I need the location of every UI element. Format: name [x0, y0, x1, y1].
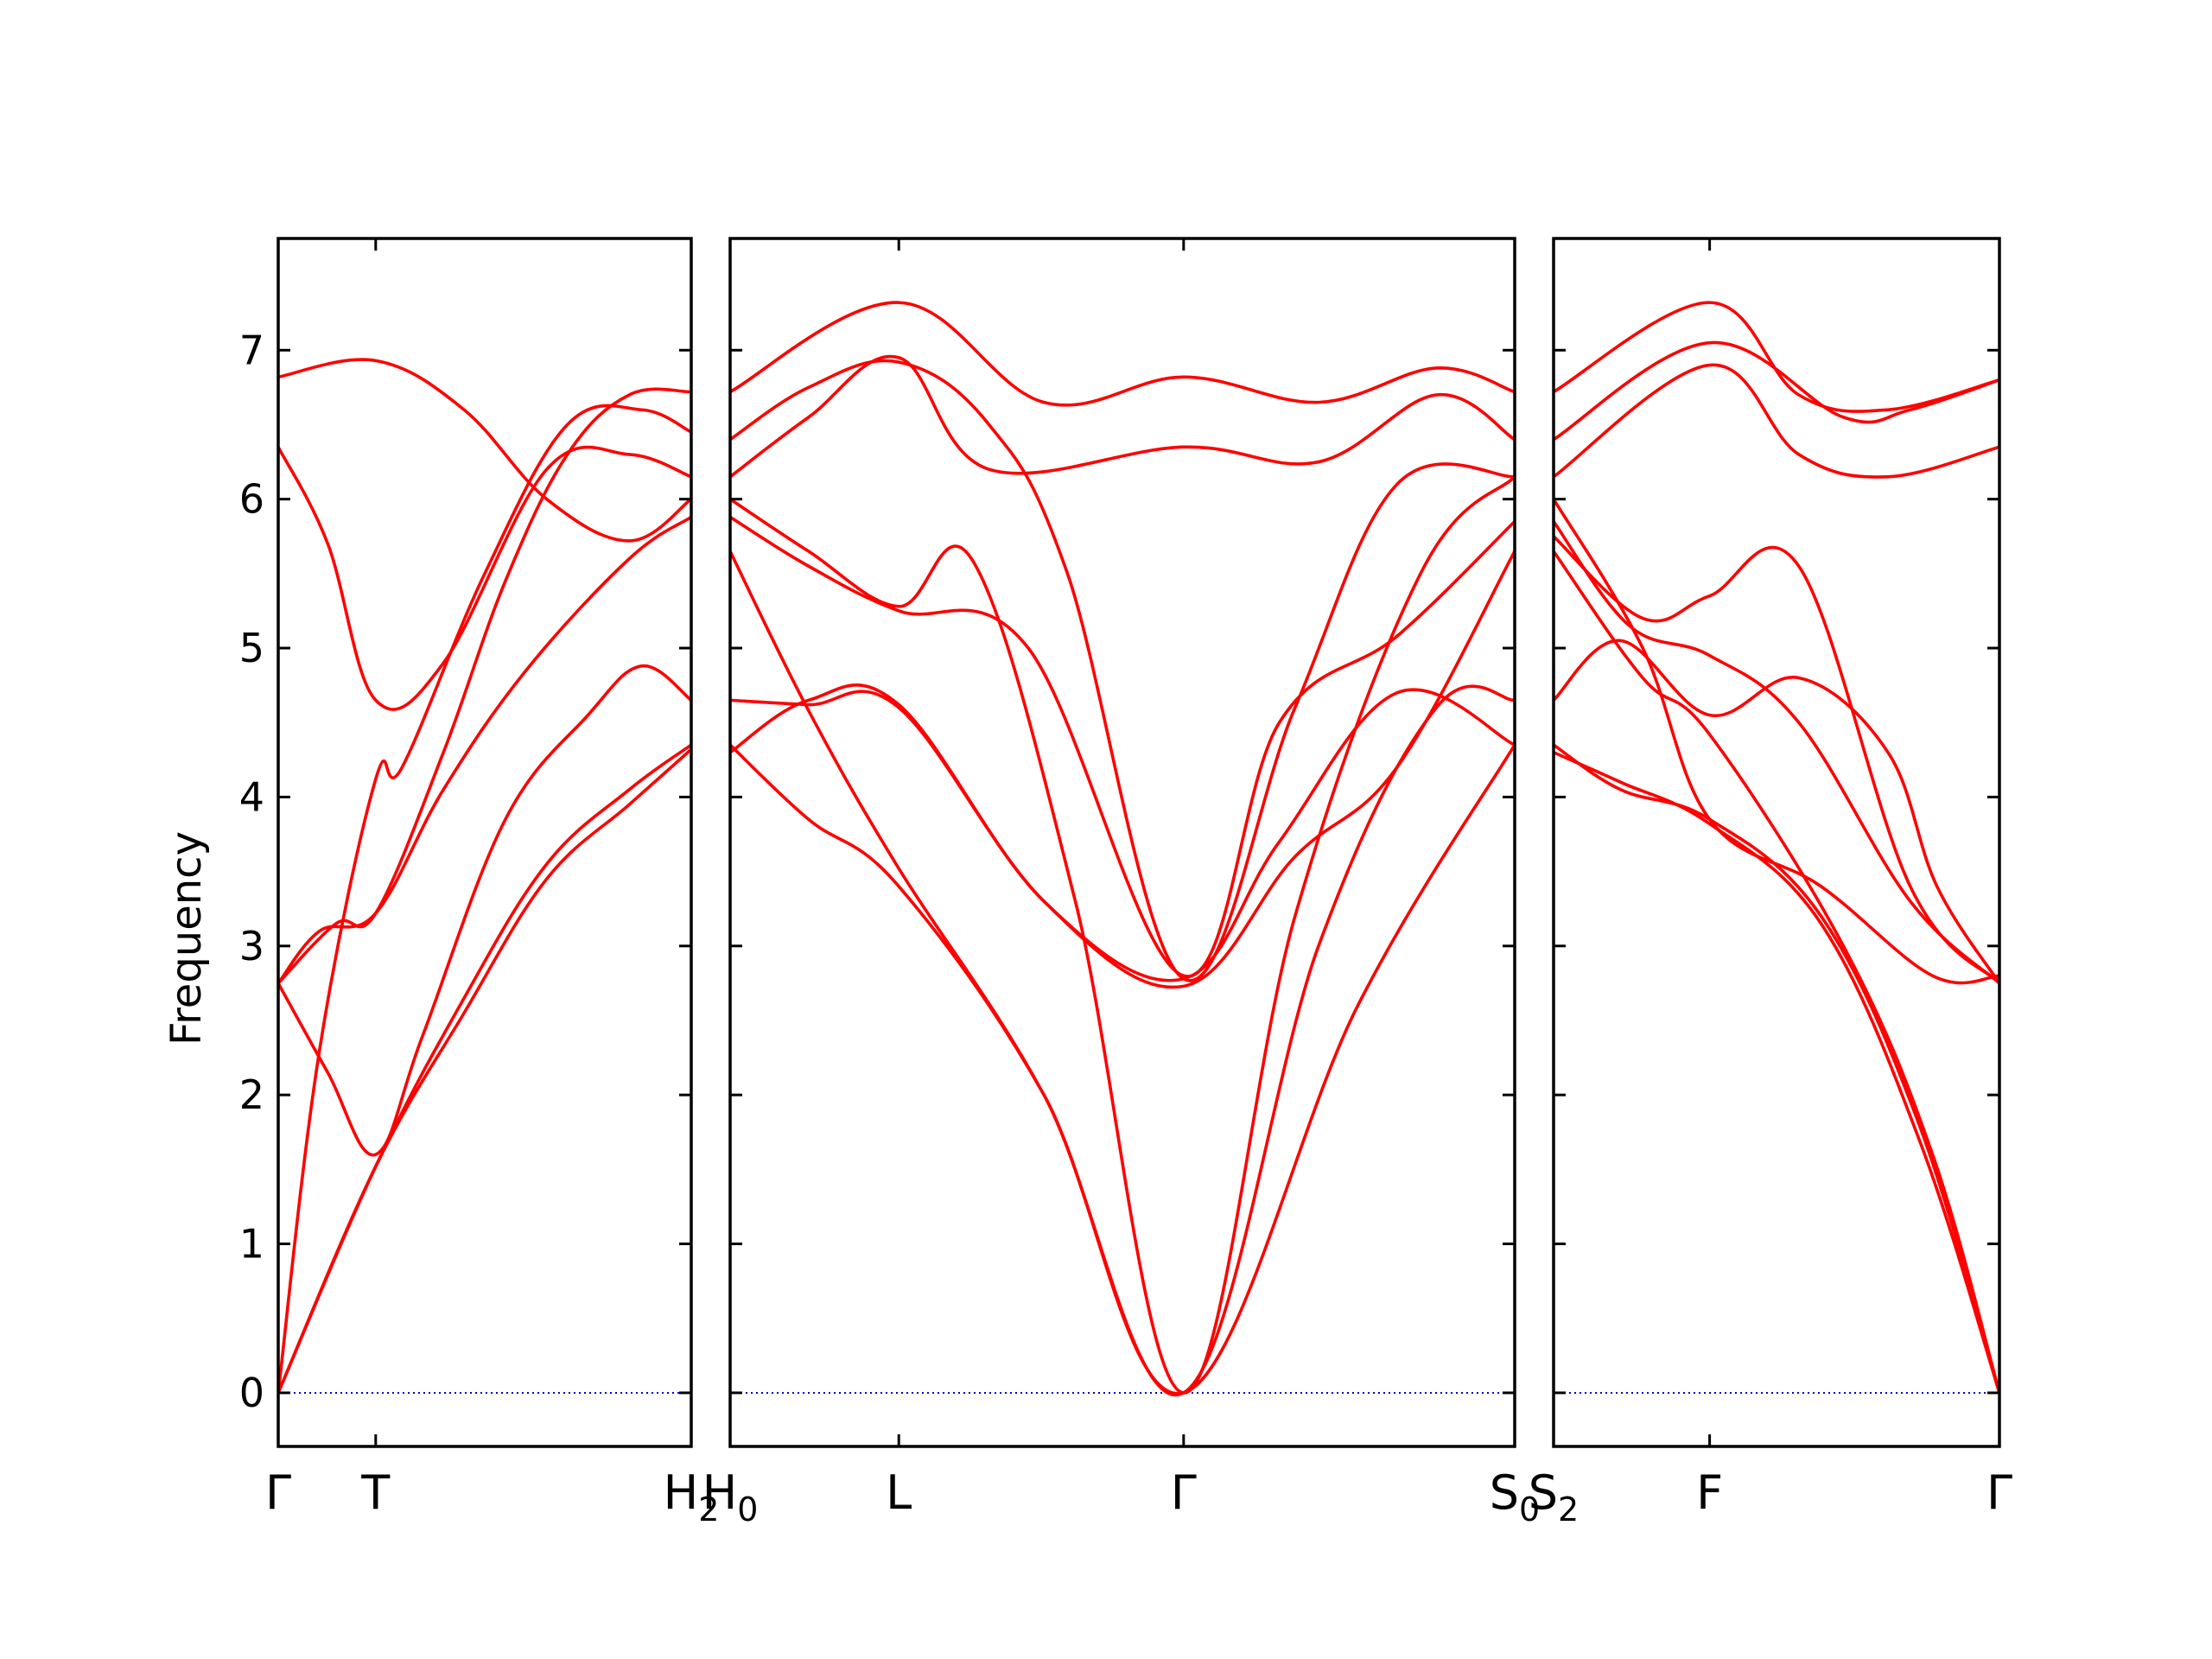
- kpoint-label: T: [360, 1465, 391, 1520]
- y-tick-label: 7: [239, 327, 264, 373]
- band-line-8: [730, 354, 1515, 479]
- band-line-3: [1554, 550, 1999, 1395]
- band-line-5: [730, 515, 1515, 978]
- kpoint-label: Γ: [1986, 1465, 2012, 1520]
- band-line-9: [1554, 340, 1999, 442]
- kpoint-label: F: [1696, 1465, 1723, 1520]
- y-tick-label: 3: [239, 923, 264, 969]
- y-tick-label: 1: [239, 1221, 264, 1268]
- kpoint-subscript: 0: [1519, 1491, 1540, 1529]
- kpoint-subscript: 0: [737, 1491, 758, 1529]
- y-tick-label: 0: [239, 1370, 264, 1416]
- bands-group: [1554, 301, 1999, 1395]
- band-line-7: [1554, 497, 1999, 985]
- panel-frame: [728, 237, 1516, 1448]
- band-line-2: [278, 743, 691, 1395]
- band-line-8: [1554, 363, 1999, 479]
- kpoint-label: Γ: [265, 1465, 291, 1520]
- kpoint-subscript: 2: [1558, 1491, 1579, 1529]
- band-line-2: [730, 683, 1515, 982]
- bands-group: [278, 358, 691, 1395]
- panel-frame: [1552, 237, 2001, 1448]
- band-line-1: [730, 743, 1515, 1395]
- kpoint-label: H0: [702, 1465, 759, 1529]
- band-line-4: [1554, 639, 1999, 985]
- panel-2: H0 L Γ S0: [702, 237, 1540, 1529]
- y-tick-label: 2: [239, 1071, 264, 1118]
- band-line-6: [1554, 534, 1999, 985]
- band-line-6: [730, 475, 1515, 1395]
- band-line-7: [730, 359, 1515, 982]
- y-tick-label: 6: [239, 476, 264, 523]
- band-line-5: [1554, 519, 1999, 985]
- panel-3: S2 F Γ: [1529, 237, 2012, 1529]
- band-line-7: [278, 387, 691, 985]
- band-line-8: [278, 358, 691, 543]
- band-line-1: [278, 747, 691, 1395]
- band-line-4: [278, 404, 691, 1395]
- y-axis-label: Frequency: [162, 831, 211, 1046]
- band-line-5: [278, 515, 691, 985]
- band-line-3: [278, 664, 691, 1157]
- band-line-1: [1554, 743, 1999, 1395]
- band-line-6: [278, 445, 691, 711]
- band-line-2: [1554, 750, 1999, 1395]
- y-tick-label: 4: [239, 773, 264, 820]
- kpoint-label: L: [886, 1465, 912, 1520]
- band-line-9: [730, 301, 1515, 407]
- band-line-4: [730, 550, 1515, 989]
- kpoint-subscript: 2: [698, 1491, 719, 1529]
- bands-group: [730, 301, 1515, 1397]
- band-line-3: [730, 550, 1515, 1397]
- kpoint-label: Γ: [1171, 1465, 1197, 1520]
- panel-frame: [276, 237, 693, 1448]
- band-line-10: [1554, 301, 1999, 413]
- kpoint-label: S2: [1529, 1465, 1579, 1529]
- y-tick-label: 5: [239, 625, 264, 671]
